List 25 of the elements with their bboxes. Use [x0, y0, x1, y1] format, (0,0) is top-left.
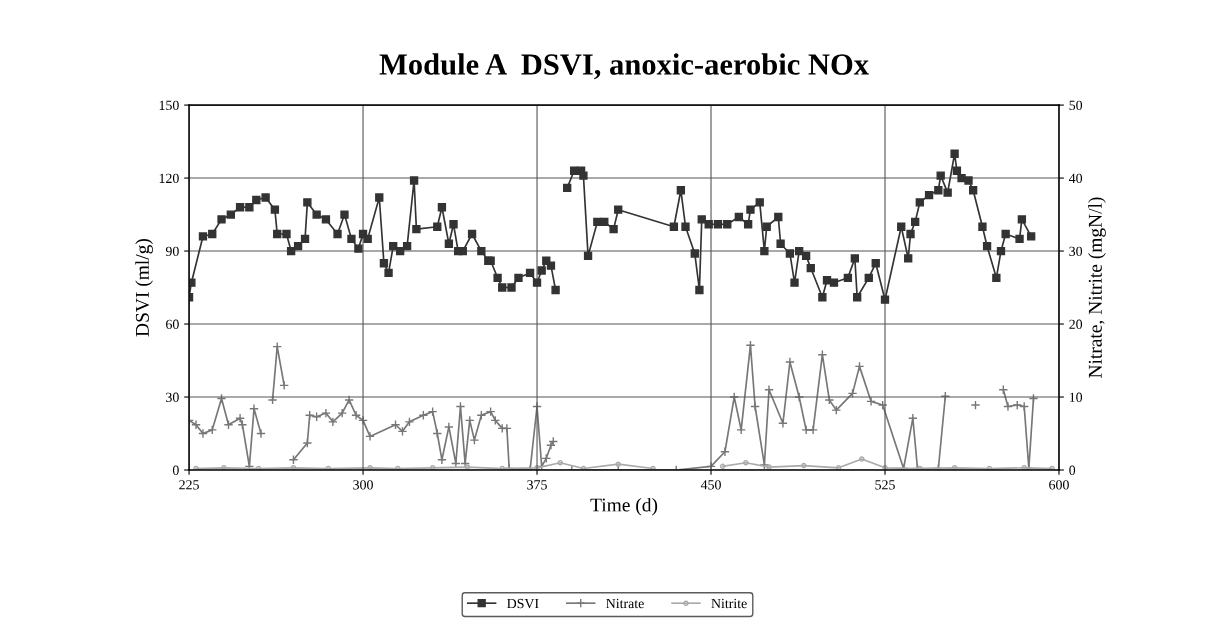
legend-label: Nitrite	[711, 598, 747, 609]
y2-tick-label: 40	[1068, 173, 1083, 184]
legend-label: Nitrate	[606, 598, 644, 609]
y-tick-label: 0	[172, 465, 179, 475]
x-tick-label: 375	[527, 480, 547, 490]
y2-tick-label: 50	[1069, 100, 1083, 111]
legend-label: DSVI	[507, 598, 539, 609]
y2-tick-label: 20	[1069, 319, 1083, 329]
y-tick-label: 30	[166, 392, 179, 402]
x-tick-label: 300	[353, 480, 373, 490]
y2-tick-label: 0	[1069, 465, 1076, 475]
x-tick-label: 525	[875, 480, 895, 490]
x-tick-label: 450	[700, 480, 721, 490]
y2-tick-label: 30	[1069, 246, 1083, 256]
y-tick-label: 90	[165, 246, 179, 256]
y-axis-title: DSVI (ml/g)	[135, 238, 153, 337]
y-tick-label: 60	[166, 319, 179, 329]
x-tick-label: 225	[179, 480, 199, 490]
x-axis-title: Time (d)	[590, 497, 658, 516]
y-tick-label: 120	[159, 173, 179, 184]
y-tick-label: 150	[159, 100, 179, 111]
y2-tick-label: 10	[1069, 392, 1083, 402]
chart-title: Module A DSVI, anoxic-aerobic NOx	[379, 53, 869, 80]
y2-axis-title: Nitrate, Nitrite (mgN/l)	[1088, 197, 1106, 378]
x-tick-label: 600	[1049, 480, 1069, 490]
